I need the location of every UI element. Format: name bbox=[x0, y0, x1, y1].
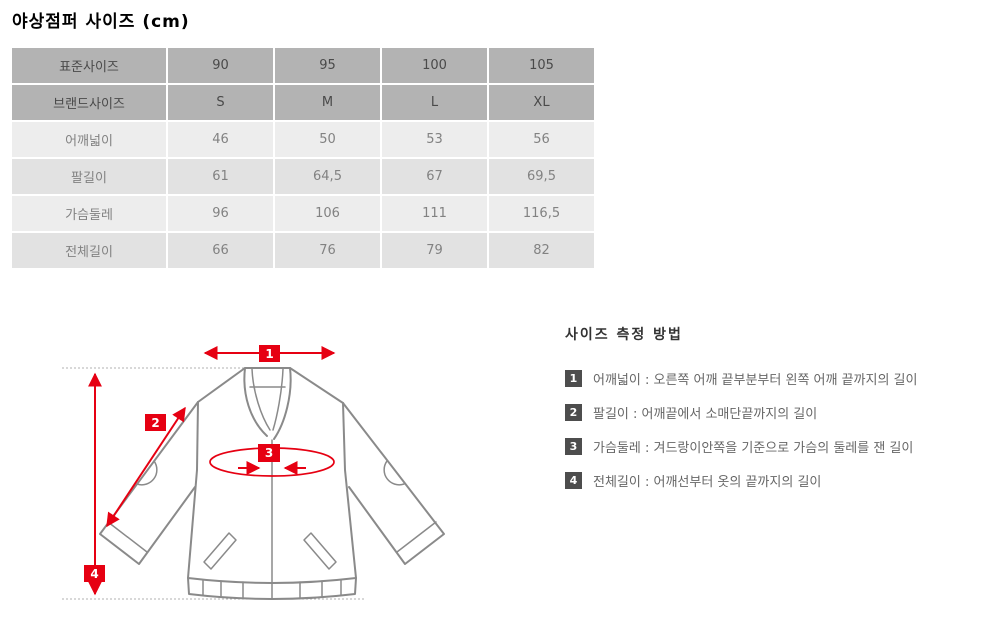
jacket-shoulders bbox=[197, 367, 344, 404]
guide-item-length: 4 전체길이 : 어깨선부터 옷의 끝까지의 길이 bbox=[565, 471, 990, 490]
table-cell: M bbox=[275, 85, 380, 120]
measure-label-1: 1 bbox=[265, 347, 273, 361]
table-cell: S bbox=[168, 85, 273, 120]
jacket-measurement-diagram: 1 2 3 4 bbox=[62, 345, 445, 600]
table-cell: 67 bbox=[382, 159, 487, 194]
row-header-cell: 전체길이 bbox=[12, 233, 166, 268]
table-cell: 105 bbox=[489, 48, 594, 83]
table-row-length: 전체길이 66 76 79 82 bbox=[12, 233, 594, 268]
measure-label-2: 2 bbox=[151, 416, 159, 430]
measure-label-3: 3 bbox=[265, 446, 273, 460]
jacket-collar-right-outer bbox=[273, 367, 292, 440]
measure-label-4: 4 bbox=[90, 567, 98, 581]
table-cell: 95 bbox=[275, 48, 380, 83]
row-header-cell: 어깨넓이 bbox=[12, 122, 166, 157]
jacket-sleeve-right bbox=[342, 402, 445, 565]
item-number-badge: 1 bbox=[565, 370, 582, 387]
measure-label-3-badge bbox=[258, 444, 280, 462]
item-text: 전체길이 : 어깨선부터 옷의 끝까지의 길이 bbox=[593, 475, 822, 490]
table-cell: 69,5 bbox=[489, 159, 594, 194]
jacket-cuff-left bbox=[107, 521, 148, 553]
measure-guide: 사이즈 측정 방법 1 어깨넓이 : 오른쪽 어깨 끝부분부터 왼쪽 어깨 끝까… bbox=[565, 324, 990, 505]
jacket-collar-right-inner bbox=[272, 368, 284, 431]
jacket-pocket-right bbox=[303, 532, 337, 570]
measure-label-2-badge bbox=[145, 414, 166, 431]
item-number-badge: 4 bbox=[565, 472, 582, 489]
table-cell: 53 bbox=[382, 122, 487, 157]
measure-label-1-badge bbox=[259, 345, 280, 362]
item-number-badge: 3 bbox=[565, 438, 582, 455]
jacket-hem-segments bbox=[202, 579, 342, 599]
measure-guide-heading: 사이즈 측정 방법 bbox=[565, 327, 683, 343]
table-row-chest: 가슴둘레 96 106 111 116,5 bbox=[12, 196, 594, 231]
item-text: 팔길이 : 어깨끝에서 소매단끝까지의 길이 bbox=[593, 407, 818, 422]
measure-label-4-badge bbox=[84, 565, 105, 582]
table-cell: 50 bbox=[275, 122, 380, 157]
table-row-brand-size: 브랜드사이즈 S M L XL bbox=[12, 85, 594, 120]
row-header-cell: 가슴둘레 bbox=[12, 196, 166, 231]
table-cell: 116,5 bbox=[489, 196, 594, 231]
jacket-collar-left-inner bbox=[251, 368, 271, 431]
page-title: 야상점퍼 사이즈 (cm) bbox=[12, 12, 190, 32]
measure-arrow-sleeve bbox=[106, 406, 186, 528]
jacket-hem-band bbox=[187, 577, 357, 600]
jacket-cuff-right bbox=[396, 521, 437, 553]
guide-item-chest: 3 가슴둘레 : 겨드랑이안쪽을 기준으로 가슴의 둘레를 잰 길이 bbox=[565, 437, 990, 456]
item-number-badge: 2 bbox=[565, 404, 582, 421]
table-cell: 100 bbox=[382, 48, 487, 83]
row-header-cell: 표준사이즈 bbox=[12, 48, 166, 83]
guide-item-shoulder: 1 어깨넓이 : 오른쪽 어깨 끝부분부터 왼쪽 어깨 끝까지의 길이 bbox=[565, 369, 990, 388]
table-cell: 76 bbox=[275, 233, 380, 268]
jacket-body-right bbox=[342, 402, 357, 579]
table-cell: 106 bbox=[275, 196, 380, 231]
table-cell: 66 bbox=[168, 233, 273, 268]
table-cell: 96 bbox=[168, 196, 273, 231]
measure-label-badges: 1 2 3 4 bbox=[84, 345, 280, 582]
table-cell: 82 bbox=[489, 233, 594, 268]
table-cell: 64,5 bbox=[275, 159, 380, 194]
table-row-standard-size: 표준사이즈 90 95 100 105 bbox=[12, 48, 594, 83]
jacket-outline bbox=[99, 367, 445, 600]
row-header-cell: 팔길이 bbox=[12, 159, 166, 194]
table-cell: 111 bbox=[382, 196, 487, 231]
table-row-shoulder: 어깨넓이 46 50 53 56 bbox=[12, 122, 594, 157]
jacket-pocket-left bbox=[203, 532, 237, 570]
table-cell: 61 bbox=[168, 159, 273, 194]
item-text: 어깨넓이 : 오른쪽 어깨 끝부분부터 왼쪽 어깨 끝까지의 길이 bbox=[593, 373, 918, 388]
extension-lines bbox=[62, 367, 366, 600]
table-cell: 90 bbox=[168, 48, 273, 83]
table-cell: 56 bbox=[489, 122, 594, 157]
jacket-elbow-right bbox=[383, 460, 405, 486]
table-row-sleeve: 팔길이 61 64,5 67 69,5 bbox=[12, 159, 594, 194]
size-table: 표준사이즈 90 95 100 105 브랜드사이즈 S M L XL 어깨넓이… bbox=[10, 46, 596, 270]
item-text: 가슴둘레 : 겨드랑이안쪽을 기준으로 가슴의 둘레를 잰 길이 bbox=[593, 441, 914, 456]
table-cell: 46 bbox=[168, 122, 273, 157]
jacket-body-left bbox=[187, 401, 199, 579]
row-header-cell: 브랜드사이즈 bbox=[12, 85, 166, 120]
guide-item-sleeve: 2 팔길이 : 어깨끝에서 소매단끝까지의 길이 bbox=[565, 403, 990, 422]
table-cell: XL bbox=[489, 85, 594, 120]
jacket-collar-left-outer bbox=[243, 367, 268, 437]
table-cell: L bbox=[382, 85, 487, 120]
table-cell: 79 bbox=[382, 233, 487, 268]
